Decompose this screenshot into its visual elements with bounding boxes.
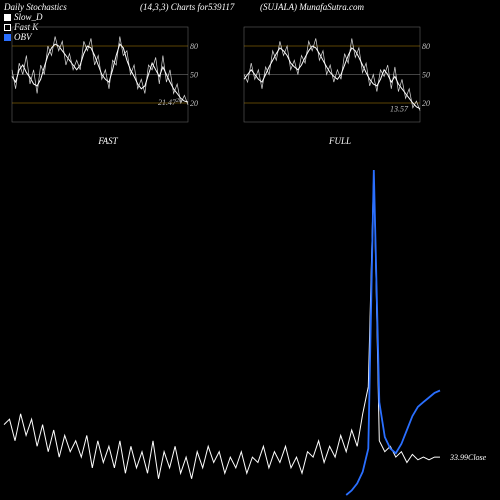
- svg-text:80: 80: [422, 42, 430, 51]
- header-left: Daily Stochastics: [4, 2, 67, 12]
- svg-text:50: 50: [190, 71, 198, 80]
- mini-title-fast: FAST: [8, 136, 208, 146]
- legend-slow: Slow_D: [4, 12, 43, 22]
- svg-text:13.57: 13.57: [390, 105, 409, 114]
- svg-text:20: 20: [190, 99, 198, 108]
- mini-title-full: FULL: [240, 136, 440, 146]
- svg-text:80: 80: [190, 42, 198, 51]
- main-chart: 33.99Close: [0, 165, 500, 500]
- svg-text:33.99Close: 33.99Close: [449, 453, 487, 462]
- header-center: (14,3,3) Charts for 539117: [140, 2, 234, 12]
- legend-slow-label: Slow_D: [14, 12, 43, 22]
- svg-text:21.4720: 21.4720: [158, 98, 182, 107]
- svg-text:20: 20: [422, 99, 430, 108]
- swatch-slow: [4, 14, 11, 21]
- mini-chart-full: 80 50 20 13.57: [240, 22, 440, 132]
- header-right: (SUJALA) MunafaSutra.com: [260, 2, 364, 12]
- mini-chart-fast: 80 50 20 21.4720: [8, 22, 208, 132]
- svg-text:50: 50: [422, 71, 430, 80]
